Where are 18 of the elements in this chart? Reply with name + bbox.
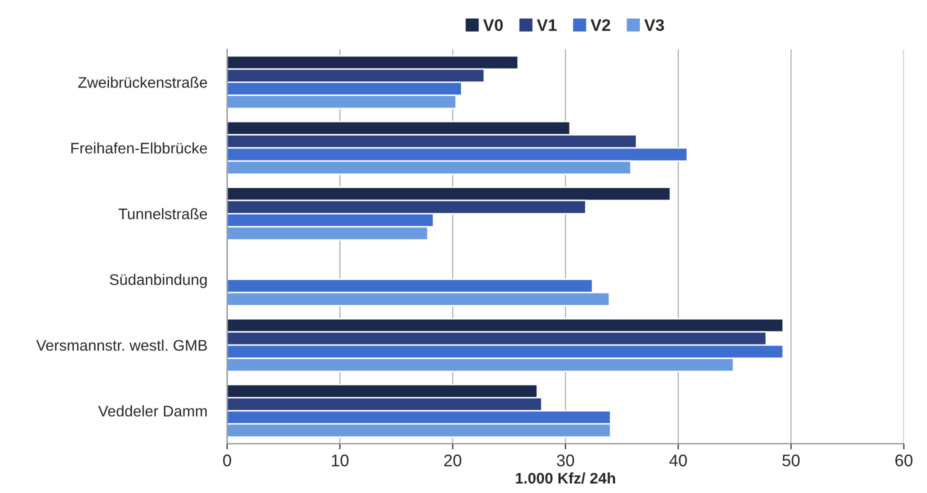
x-tick-label: 30 bbox=[556, 454, 574, 466]
y-tick-label: Freihafen-Elbbrücke bbox=[71, 142, 207, 154]
legend-label: V2 bbox=[590, 19, 610, 31]
x-axis-title: 1.000 Kfz/ 24h bbox=[516, 472, 616, 484]
x-tick-label: 60 bbox=[895, 454, 912, 466]
legend-label: V0 bbox=[483, 19, 503, 32]
legend-label: V1 bbox=[536, 19, 557, 31]
y-tick-label: Südanbindung bbox=[110, 274, 207, 288]
x-tick-label: 40 bbox=[669, 454, 687, 466]
y-tick-label: Tunnelstraße bbox=[118, 208, 207, 220]
y-tick-label: Veddeler Damm bbox=[98, 405, 207, 417]
x-tick-label: 10 bbox=[332, 454, 349, 466]
y-tick-label: Zweibrückenstraße bbox=[78, 76, 207, 88]
x-tick-label: 50 bbox=[782, 454, 800, 466]
y-tick-label: Versmannstr. westl. GMB bbox=[36, 340, 207, 351]
x-tick-label: 0 bbox=[223, 454, 232, 466]
x-tick-label: 20 bbox=[444, 454, 462, 466]
legend-label: V3 bbox=[644, 19, 664, 32]
